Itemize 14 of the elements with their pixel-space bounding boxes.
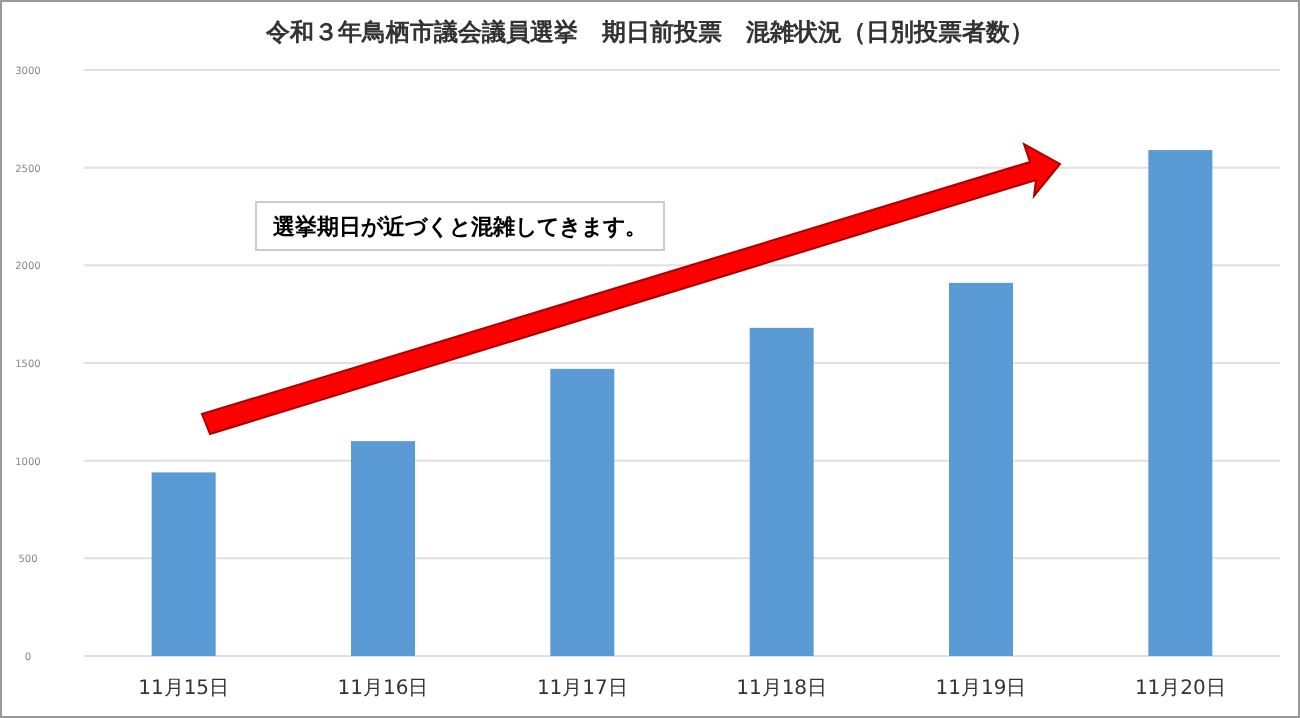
bar [550,368,615,656]
bar [351,441,415,656]
annotation: 選挙期日が近づくと混雑してきます。 [271,214,647,240]
x-tick-label: 11月18日 [736,678,828,700]
x-tick-label: 11月15日 [138,678,230,700]
bar [1148,150,1213,656]
x-tick-label: 11月19日 [935,678,1027,700]
x-tick-label: 11月16日 [337,678,429,700]
x-tick-label: 11月17日 [536,678,628,700]
x-tick-label: 11月20日 [1134,678,1226,700]
chart-title: 令和３年鳥栖市議会議員選挙 期日前投票 混雑状況（日別投票者数） [264,18,1034,46]
bar [749,327,814,656]
bar [949,282,1013,656]
bar [151,472,216,656]
